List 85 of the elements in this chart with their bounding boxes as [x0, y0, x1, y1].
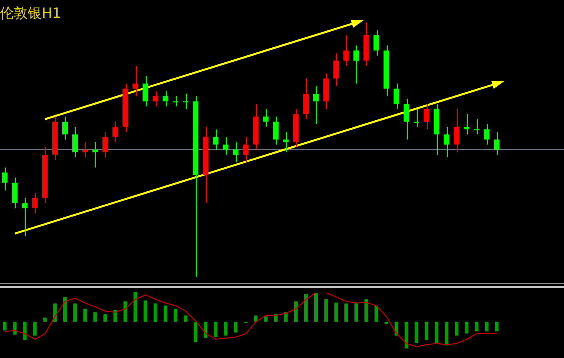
- bar: [104, 314, 108, 322]
- bar: [334, 302, 338, 322]
- bar: [53, 304, 57, 322]
- bar: [214, 322, 218, 337]
- candlestick: [303, 78, 309, 120]
- candlestick: [92, 142, 98, 168]
- bar: [304, 294, 308, 322]
- candlestick: [32, 192, 38, 214]
- candlestick: [334, 52, 340, 87]
- candlestick: [474, 118, 480, 136]
- candlestick: [102, 132, 108, 158]
- bar: [43, 318, 47, 322]
- candlestick: [494, 132, 500, 156]
- bar: [445, 322, 449, 346]
- candlestick: [152, 90, 158, 108]
- bar: [465, 322, 469, 334]
- bar: [364, 300, 368, 322]
- bar: [23, 322, 27, 340]
- candlestick: [132, 66, 138, 98]
- bar: [174, 309, 178, 322]
- candlestick: [182, 93, 188, 110]
- candlestick: [213, 129, 219, 150]
- bar: [344, 304, 348, 322]
- candlestick: [414, 108, 420, 128]
- bar: [204, 322, 208, 338]
- bar: [485, 322, 489, 332]
- bar: [164, 306, 168, 322]
- candlestick: [162, 90, 168, 108]
- bar: [475, 322, 479, 332]
- bar: [154, 304, 158, 322]
- candlestick: [464, 114, 470, 136]
- bar: [434, 322, 438, 344]
- bar: [224, 322, 228, 336]
- candlestick: [424, 104, 430, 130]
- bar: [414, 322, 418, 344]
- candlestick: [72, 126, 78, 158]
- bar: [314, 293, 318, 322]
- candlestick: [22, 198, 28, 237]
- candlestick: [82, 142, 88, 158]
- candlestick: [484, 124, 490, 146]
- candlestick: [233, 142, 239, 164]
- bar: [84, 309, 88, 322]
- bar: [264, 316, 268, 322]
- candlestick: [374, 30, 380, 56]
- candlestick: [273, 116, 279, 146]
- bar: [354, 302, 358, 322]
- candlestick: [394, 83, 400, 110]
- bar: [3, 322, 7, 331]
- candlestick: [112, 121, 118, 143]
- bar: [294, 302, 298, 322]
- bar: [455, 322, 459, 336]
- candlestick: [142, 76, 148, 108]
- bar: [144, 300, 148, 322]
- bar: [234, 322, 238, 333]
- candlestick: [444, 126, 450, 158]
- candlestick: [12, 177, 18, 209]
- candlestick: [62, 116, 68, 140]
- bar: [324, 300, 328, 322]
- bar: [64, 297, 68, 322]
- bar: [124, 302, 128, 322]
- candlestick: [454, 108, 460, 153]
- candlestick: [2, 167, 8, 192]
- candlestick: [223, 136, 229, 156]
- bar: [374, 306, 378, 322]
- candlestick: [354, 45, 360, 84]
- bar: [94, 312, 98, 322]
- chart-title: 伦敦银H1: [0, 6, 62, 22]
- bar: [424, 322, 428, 340]
- bar: [33, 322, 37, 336]
- candlestick: [243, 136, 249, 164]
- bar: [13, 322, 17, 335]
- bar: [184, 316, 188, 322]
- bar: [404, 322, 408, 349]
- candlestick: [314, 86, 320, 125]
- bar: [74, 304, 78, 322]
- candlestick: [172, 96, 178, 108]
- bar: [134, 292, 138, 322]
- candlestick: [263, 108, 269, 128]
- candlestick: [404, 98, 410, 140]
- candlestick: [283, 132, 289, 153]
- candlestick: [324, 73, 330, 110]
- bar: [194, 322, 198, 342]
- bar: [254, 316, 258, 322]
- candlestick: [344, 35, 350, 67]
- bar: [495, 322, 499, 332]
